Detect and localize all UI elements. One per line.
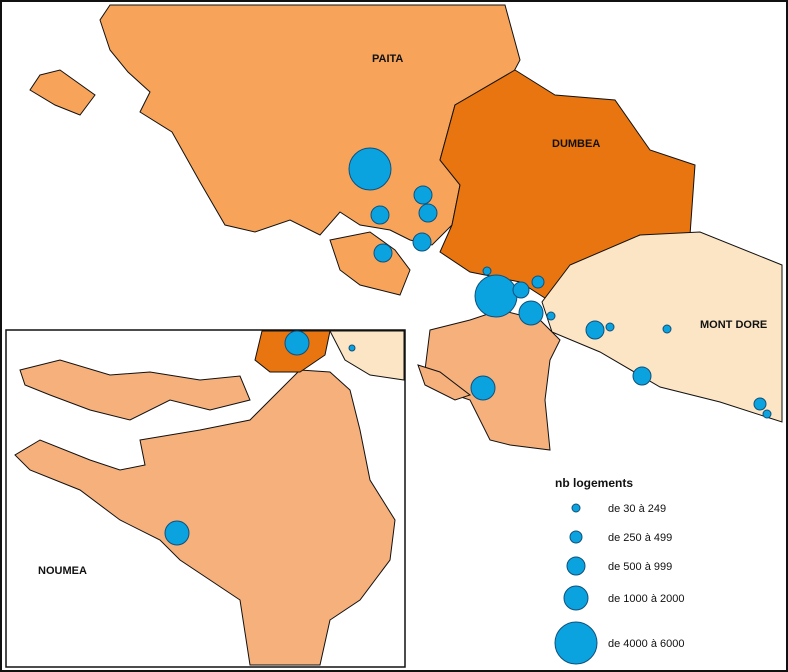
legend-symbol — [563, 585, 589, 611]
circle — [585, 320, 605, 340]
dwelling-circles — [164, 147, 772, 546]
circle — [164, 520, 190, 546]
mont-dore-inset — [329, 330, 405, 381]
circle — [605, 322, 615, 332]
legend-symbol — [566, 556, 586, 576]
circle — [418, 203, 438, 223]
legend-label: de 30 à 249 — [608, 503, 666, 515]
circle — [412, 232, 432, 252]
circle — [762, 409, 772, 419]
circle — [284, 330, 310, 356]
circle — [662, 324, 672, 334]
circle — [413, 185, 433, 205]
circle — [632, 366, 652, 386]
circle — [373, 243, 393, 263]
circle — [546, 311, 556, 321]
paita-islet — [29, 69, 96, 116]
circle — [348, 147, 392, 191]
legend-label: de 250 à 499 — [608, 532, 672, 544]
region-label: DUMBEA — [552, 138, 600, 150]
circle — [474, 274, 518, 318]
legend-label: de 4000 à 6000 — [608, 638, 684, 650]
legend: nb logements de 30 à 249 de 250 à 499 de… — [554, 476, 684, 665]
legend-label: de 500 à 999 — [608, 561, 672, 573]
legend-symbol — [569, 530, 583, 544]
circle — [348, 344, 356, 352]
legend-label: de 1000 à 2000 — [608, 593, 684, 605]
region-label: MONT DORE — [700, 319, 767, 331]
circle — [370, 205, 390, 225]
legend-title: nb logements — [555, 476, 633, 490]
noumea-inset-north — [19, 359, 251, 421]
legend-symbol — [554, 621, 598, 665]
circle — [482, 266, 492, 276]
noumea-inset-land — [14, 369, 396, 666]
region-label: PAITA — [372, 53, 403, 65]
circle — [753, 397, 767, 411]
noumea-islet — [417, 364, 472, 401]
mont-dore-region — [541, 231, 783, 423]
circle — [470, 375, 496, 401]
circle — [531, 275, 545, 289]
circle — [512, 281, 530, 299]
region-label: NOUMEA — [38, 565, 87, 577]
legend-symbol — [571, 503, 581, 513]
circle — [518, 300, 544, 326]
